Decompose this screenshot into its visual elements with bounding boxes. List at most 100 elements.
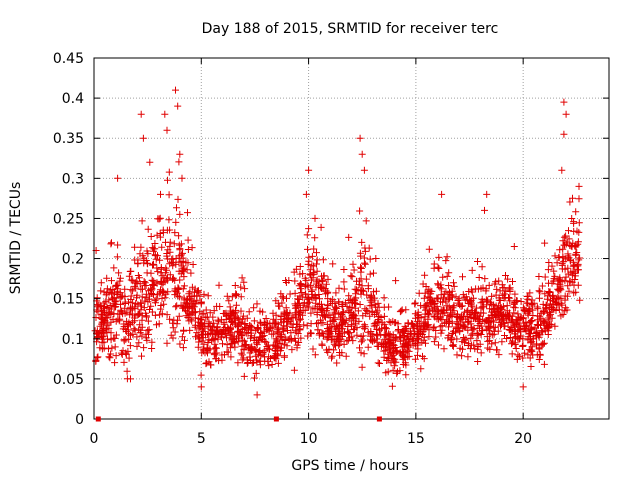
data-point: [562, 255, 570, 263]
data-point: [98, 318, 106, 326]
data-point: [488, 292, 496, 300]
data-point: [189, 261, 197, 268]
data-point: [237, 283, 245, 291]
data-point: [358, 363, 366, 371]
data-point: [300, 321, 308, 329]
data-point: [541, 239, 549, 247]
data-point: [331, 323, 339, 331]
data-point: [438, 326, 446, 334]
data-point: [120, 358, 128, 366]
data-point: [163, 266, 171, 274]
data-point: [227, 318, 235, 326]
data-point: [234, 359, 242, 367]
data-point: [481, 206, 488, 214]
data-point: [378, 319, 386, 327]
data-point: [335, 322, 343, 330]
data-point: [124, 322, 131, 330]
data-point: [511, 341, 519, 348]
data-point: [523, 321, 531, 329]
data-point: [523, 293, 531, 300]
data-point: [242, 341, 250, 349]
data-point: [372, 255, 380, 262]
data-point: [551, 272, 559, 280]
data-point: [137, 306, 145, 314]
data-point: [204, 345, 212, 353]
data-point: [364, 282, 372, 290]
data-point: [278, 293, 286, 301]
data-point: [137, 110, 145, 118]
data-point: [252, 347, 260, 355]
data-point: [373, 326, 381, 333]
data-point: [476, 340, 484, 348]
data-point: [197, 383, 205, 391]
data-point: [120, 337, 128, 345]
data-point: [295, 299, 303, 307]
data-point: [288, 346, 296, 354]
data-point: [123, 308, 131, 316]
data-point: [572, 251, 580, 259]
data-point: [383, 357, 391, 364]
data-point: [324, 302, 332, 310]
data-point: [157, 265, 165, 273]
data-point: [325, 333, 333, 341]
data-point: [180, 282, 188, 290]
data-point: [489, 316, 497, 324]
y-tick-label: 0.3: [62, 171, 84, 187]
data-point: [302, 290, 310, 298]
data-point: [388, 382, 396, 390]
data-point: [422, 339, 429, 347]
data-point: [308, 276, 315, 284]
data-point: [357, 287, 365, 295]
data-point: [158, 277, 165, 285]
data-point: [515, 352, 523, 360]
data-point: [141, 279, 149, 287]
data-point: [504, 275, 512, 283]
x-tick-label: 5: [197, 431, 206, 447]
data-point: [120, 320, 128, 328]
data-point: [349, 260, 357, 268]
data-point: [408, 320, 416, 327]
data-point: [105, 296, 113, 304]
data-point: [184, 209, 191, 217]
data-point: [114, 315, 122, 323]
data-point: [126, 305, 134, 313]
data-point: [269, 341, 277, 349]
data-point: [234, 338, 242, 346]
data-point: [231, 282, 239, 289]
data-point: [478, 303, 486, 311]
data-point: [521, 349, 529, 357]
data-point: [329, 260, 337, 268]
data-point: [346, 304, 354, 312]
data-point: [304, 260, 312, 268]
data-point: [96, 322, 104, 330]
data-point: [307, 271, 315, 279]
data-point: [442, 288, 450, 296]
data-point: [330, 346, 338, 354]
data-point: [109, 286, 117, 293]
data-point: [340, 308, 348, 316]
data-point: [448, 319, 456, 327]
data-point: [191, 285, 199, 293]
y-tick-label: 0: [75, 412, 84, 428]
data-point: [158, 243, 166, 251]
data-point: [306, 270, 314, 278]
data-point: [332, 342, 339, 350]
data-point: [529, 335, 537, 343]
data-point: [156, 311, 164, 319]
data-point: [575, 182, 583, 190]
data-point: [152, 295, 160, 303]
data-point: [393, 347, 401, 355]
data-point: [551, 322, 559, 330]
data-point: [399, 361, 407, 368]
data-point: [186, 326, 194, 334]
data-point: [351, 299, 358, 307]
data-point: [243, 314, 251, 322]
data-point: [474, 358, 482, 365]
data-point: [447, 305, 454, 313]
data-point: [108, 289, 116, 297]
data-point: [405, 352, 413, 360]
data-point: [436, 314, 444, 322]
data-point: [169, 319, 177, 327]
data-point: [511, 330, 519, 338]
data-point: [289, 314, 297, 322]
